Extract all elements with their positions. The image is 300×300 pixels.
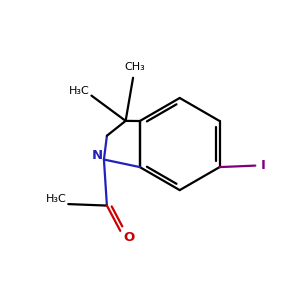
Text: N: N	[92, 149, 103, 162]
Text: H₃C: H₃C	[69, 86, 90, 96]
Text: O: O	[124, 231, 135, 244]
Text: H₃C: H₃C	[46, 194, 67, 204]
Text: CH₃: CH₃	[124, 62, 145, 72]
Text: I: I	[261, 159, 266, 172]
